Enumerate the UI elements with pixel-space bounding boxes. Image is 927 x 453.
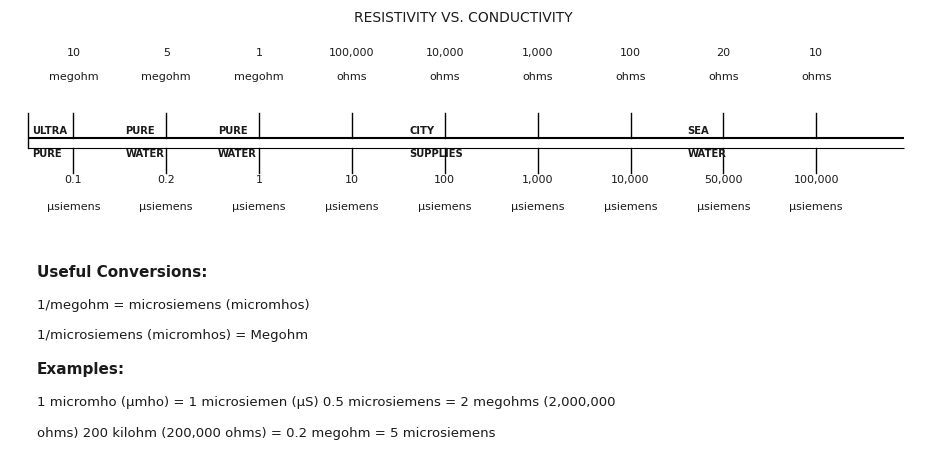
Text: 1 micromho (μmho) = 1 microsiemen (μS) 0.5 microsiemens = 2 megohms (2,000,000: 1 micromho (μmho) = 1 microsiemen (μS) 0… <box>37 396 616 410</box>
Text: μsiemens: μsiemens <box>233 202 286 212</box>
Text: μsiemens: μsiemens <box>511 202 565 212</box>
Text: ohms: ohms <box>523 72 552 82</box>
Text: 1/megohm = microsiemens (micromhos): 1/megohm = microsiemens (micromhos) <box>37 299 310 312</box>
Text: ohms: ohms <box>708 72 739 82</box>
Text: μsiemens: μsiemens <box>790 202 843 212</box>
Text: RESISTIVITY VS. CONDUCTIVITY: RESISTIVITY VS. CONDUCTIVITY <box>354 11 573 25</box>
Text: ohms) 200 kilohm (200,000 ohms) = 0.2 megohm = 5 microsiemens: ohms) 200 kilohm (200,000 ohms) = 0.2 me… <box>37 427 496 440</box>
Text: μsiemens: μsiemens <box>696 202 750 212</box>
Text: 1/microsiemens (micromhos) = Megohm: 1/microsiemens (micromhos) = Megohm <box>37 329 308 342</box>
Text: μsiemens: μsiemens <box>139 202 193 212</box>
Text: ohms: ohms <box>337 72 367 82</box>
Text: 10: 10 <box>345 175 359 185</box>
Text: 1,000: 1,000 <box>522 175 553 185</box>
Text: megohm: megohm <box>142 72 191 82</box>
Text: WATER: WATER <box>125 149 164 159</box>
Text: 10,000: 10,000 <box>425 48 464 58</box>
Text: 10: 10 <box>809 48 823 58</box>
Text: 5: 5 <box>163 48 170 58</box>
Text: Useful Conversions:: Useful Conversions: <box>37 265 208 280</box>
Text: 1,000: 1,000 <box>522 48 553 58</box>
Text: ohms: ohms <box>429 72 460 82</box>
Text: 1: 1 <box>256 175 262 185</box>
Text: 100: 100 <box>434 175 455 185</box>
Text: PURE: PURE <box>125 126 155 136</box>
Text: PURE: PURE <box>32 149 62 159</box>
Text: 0.2: 0.2 <box>158 175 175 185</box>
Text: μsiemens: μsiemens <box>325 202 379 212</box>
Text: 100: 100 <box>620 48 641 58</box>
Text: WATER: WATER <box>688 149 727 159</box>
Text: ohms: ohms <box>801 72 832 82</box>
Text: 1: 1 <box>256 48 262 58</box>
Text: PURE: PURE <box>218 126 248 136</box>
Text: 10,000: 10,000 <box>611 175 650 185</box>
Text: ULTRA: ULTRA <box>32 126 68 136</box>
Text: megohm: megohm <box>48 72 98 82</box>
Text: Examples:: Examples: <box>37 362 125 377</box>
Text: 10: 10 <box>67 48 81 58</box>
Text: 0.1: 0.1 <box>65 175 83 185</box>
Text: 100,000: 100,000 <box>329 48 375 58</box>
Text: μsiemens: μsiemens <box>418 202 472 212</box>
Text: 50,000: 50,000 <box>705 175 743 185</box>
Text: WATER: WATER <box>218 149 257 159</box>
Text: SUPPLIES: SUPPLIES <box>409 149 463 159</box>
Text: 100,000: 100,000 <box>794 175 839 185</box>
Text: megohm: megohm <box>235 72 284 82</box>
Text: CITY: CITY <box>409 126 434 136</box>
Text: ohms: ohms <box>616 72 646 82</box>
Text: 20: 20 <box>717 48 730 58</box>
Text: μsiemens: μsiemens <box>603 202 657 212</box>
Text: SEA: SEA <box>688 126 709 136</box>
Text: μsiemens: μsiemens <box>46 202 100 212</box>
